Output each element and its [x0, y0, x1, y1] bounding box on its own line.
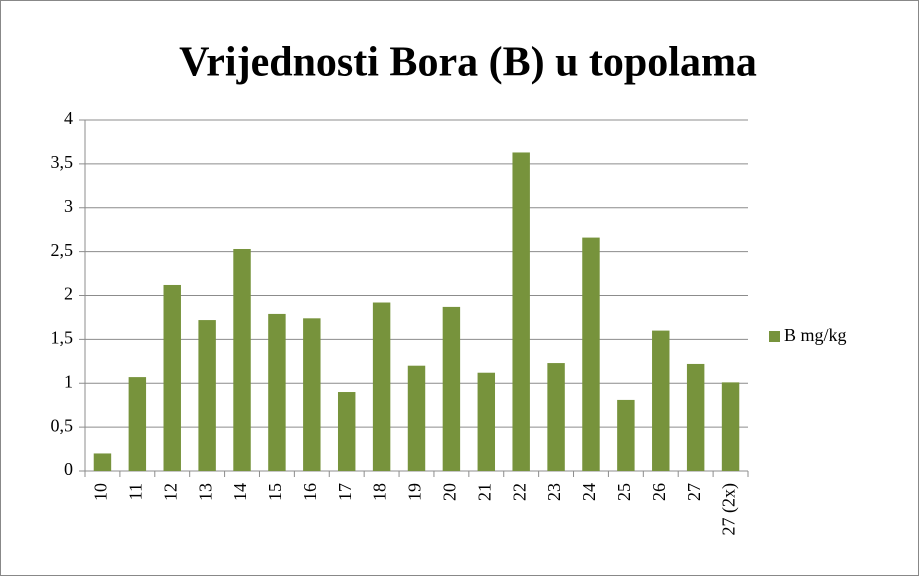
bar — [303, 318, 321, 471]
y-tick-label: 0 — [64, 459, 73, 479]
x-tick-label: 22 — [509, 483, 529, 501]
bar — [582, 237, 600, 471]
x-tick-label: 10 — [91, 483, 111, 501]
y-tick-label: 1,5 — [51, 328, 74, 348]
bar — [442, 306, 461, 471]
y-tick-label: 0,5 — [51, 415, 74, 435]
x-tick-label: 23 — [544, 483, 564, 501]
bar — [128, 377, 147, 471]
bar — [198, 320, 216, 471]
x-tick-label: 27 (2x) — [719, 483, 740, 536]
x-tick-label: 15 — [265, 483, 285, 501]
bar — [163, 284, 181, 471]
x-tick-label: 14 — [230, 483, 250, 501]
bar — [652, 330, 670, 471]
x-tick-label: 26 — [649, 483, 669, 501]
x-tick-label: 13 — [195, 483, 215, 501]
bar — [512, 152, 530, 471]
x-tick-label: 18 — [370, 483, 390, 501]
bar — [337, 392, 356, 471]
chart-title: Vrijednosti Bora (B) u topolama — [179, 40, 757, 86]
y-tick-label: 2,5 — [51, 240, 74, 260]
x-tick-label: 17 — [335, 483, 355, 501]
bar — [93, 453, 112, 471]
bar — [547, 363, 565, 471]
bar — [233, 248, 251, 471]
bar — [617, 399, 635, 471]
y-tick-label: 1 — [64, 371, 73, 391]
x-tick-label: 27 — [684, 483, 704, 501]
bar — [477, 372, 496, 471]
x-tick-label: 20 — [440, 483, 460, 501]
legend-swatch — [769, 331, 780, 342]
x-tick-label: 24 — [579, 483, 599, 501]
bar — [372, 302, 391, 471]
x-tick-label: 11 — [125, 483, 145, 500]
x-tick-label: 25 — [614, 483, 634, 501]
x-tick-label: 12 — [160, 483, 180, 501]
legend-label: B mg/kg — [784, 325, 847, 345]
bar — [268, 313, 286, 471]
y-tick-label: 4 — [64, 108, 73, 128]
y-tick-label: 2 — [64, 284, 73, 304]
x-tick-label: 16 — [300, 483, 320, 501]
y-tick-label: 3 — [64, 196, 73, 216]
x-tick-label: 21 — [474, 483, 494, 501]
y-tick-label: 3,5 — [51, 152, 74, 172]
bar — [686, 363, 705, 471]
bar — [721, 382, 740, 471]
x-tick-label: 19 — [405, 483, 425, 501]
bar — [407, 365, 426, 471]
